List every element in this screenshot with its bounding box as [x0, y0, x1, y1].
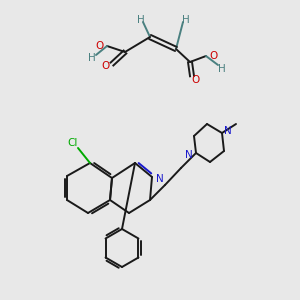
- Text: O: O: [102, 61, 110, 71]
- Text: H: H: [88, 53, 96, 63]
- Text: N: N: [224, 126, 232, 136]
- Text: N: N: [156, 174, 164, 184]
- Text: Cl: Cl: [68, 138, 78, 148]
- Text: H: H: [137, 15, 145, 25]
- Text: O: O: [192, 75, 200, 85]
- Text: H: H: [218, 64, 226, 74]
- Text: N: N: [185, 150, 193, 160]
- Text: O: O: [210, 51, 218, 61]
- Text: H: H: [182, 15, 190, 25]
- Text: O: O: [95, 41, 103, 51]
